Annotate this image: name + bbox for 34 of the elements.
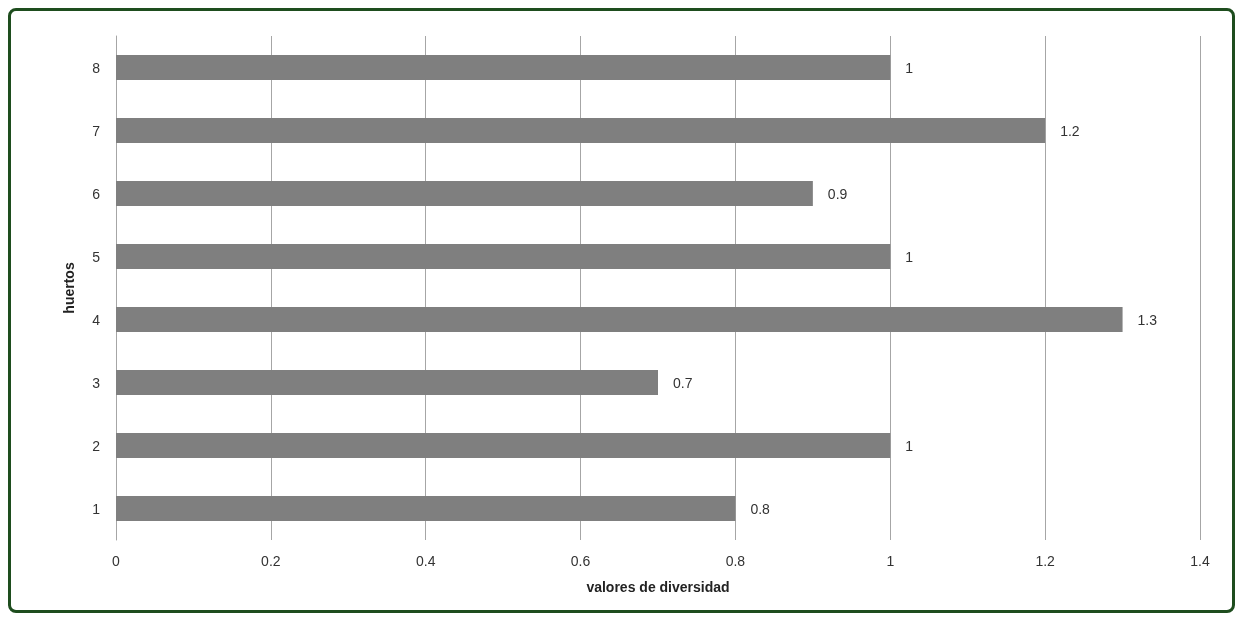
bar: [116, 180, 813, 207]
bar: [116, 243, 891, 270]
bar: [116, 369, 658, 396]
x-tick-label: 1.4: [1190, 553, 1210, 569]
y-tick-label: 2: [92, 437, 101, 454]
data-label: 1.2: [1060, 122, 1080, 139]
y-tick-label: 7: [92, 122, 101, 139]
x-tick-label: 0.6: [570, 553, 591, 569]
x-tick-label: 0.8: [725, 553, 746, 569]
data-label: 0.8: [750, 500, 771, 517]
y-tick-label: 6: [92, 185, 101, 202]
data-label: 1.3: [1137, 311, 1158, 328]
y-tick-label: 8: [92, 59, 101, 76]
bar: [116, 54, 891, 81]
y-tick-label: 1: [92, 500, 101, 517]
bar: [116, 306, 1123, 333]
x-axis-title: valores de diversidad: [586, 579, 730, 595]
y-tick-label: 3: [92, 374, 101, 391]
bar: [116, 432, 891, 459]
data-label: 1: [905, 437, 914, 454]
data-label: 1: [905, 59, 914, 76]
y-axis-title: huertos: [61, 262, 77, 314]
x-tick-label: 1: [886, 553, 895, 569]
bar: [116, 117, 1046, 144]
x-tick-label: 0.2: [261, 553, 281, 569]
data-label: 0.9: [827, 185, 848, 202]
x-tick-label: 0: [112, 553, 121, 569]
data-label: 0.7: [673, 374, 693, 391]
y-tick-label: 4: [92, 311, 101, 328]
y-tick-label: 5: [92, 248, 101, 265]
x-tick-label: 1.2: [1035, 553, 1056, 569]
bar: [116, 495, 736, 522]
data-label: 1: [905, 248, 914, 265]
x-tick-label: 0.4: [415, 553, 436, 569]
